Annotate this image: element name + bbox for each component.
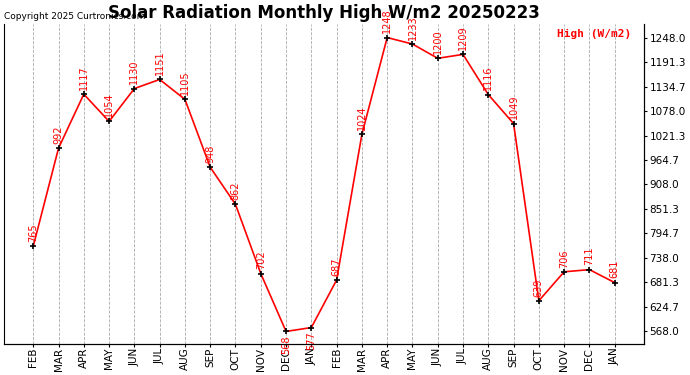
- Text: 568: 568: [281, 336, 291, 354]
- Text: 1233: 1233: [408, 15, 417, 40]
- Point: [331, 277, 342, 283]
- Text: 702: 702: [256, 251, 266, 269]
- Text: 1248: 1248: [382, 9, 392, 33]
- Point: [78, 91, 89, 97]
- Text: Copyright 2025 Curtronics.com: Copyright 2025 Curtronics.com: [4, 12, 146, 21]
- Text: 1054: 1054: [104, 93, 114, 117]
- Point: [306, 324, 317, 330]
- Text: 1105: 1105: [180, 70, 190, 95]
- Text: 639: 639: [534, 278, 544, 297]
- Text: High (W/m2): High (W/m2): [557, 28, 631, 39]
- Point: [28, 243, 39, 249]
- Text: 948: 948: [205, 145, 215, 163]
- Text: 711: 711: [584, 247, 594, 266]
- Text: 1116: 1116: [483, 66, 493, 90]
- Point: [508, 120, 519, 126]
- Point: [559, 269, 570, 275]
- Text: 577: 577: [306, 332, 316, 351]
- Point: [104, 118, 115, 124]
- Point: [483, 92, 494, 98]
- Point: [255, 270, 266, 276]
- Text: 1200: 1200: [433, 30, 443, 54]
- Text: 1151: 1151: [155, 51, 165, 75]
- Point: [533, 298, 544, 304]
- Point: [584, 267, 595, 273]
- Text: 687: 687: [332, 257, 342, 276]
- Text: 1117: 1117: [79, 65, 89, 90]
- Point: [281, 328, 292, 334]
- Text: 765: 765: [28, 224, 38, 242]
- Point: [230, 201, 241, 207]
- Text: 1209: 1209: [458, 26, 468, 50]
- Text: 1130: 1130: [129, 60, 139, 84]
- Point: [154, 76, 165, 82]
- Title: Solar Radiation Monthly High W/m2 20250223: Solar Radiation Monthly High W/m2 202502…: [108, 4, 540, 22]
- Point: [356, 131, 367, 137]
- Point: [432, 55, 443, 61]
- Text: 1024: 1024: [357, 106, 367, 130]
- Text: 1049: 1049: [509, 95, 519, 119]
- Point: [53, 145, 64, 151]
- Text: 992: 992: [54, 126, 63, 144]
- Point: [407, 41, 418, 47]
- Text: 706: 706: [559, 249, 569, 268]
- Point: [382, 34, 393, 40]
- Text: 681: 681: [610, 260, 620, 278]
- Point: [609, 280, 620, 286]
- Text: 862: 862: [230, 182, 241, 200]
- Point: [205, 164, 216, 170]
- Point: [129, 86, 140, 92]
- Point: [179, 96, 190, 102]
- Point: [457, 51, 469, 57]
